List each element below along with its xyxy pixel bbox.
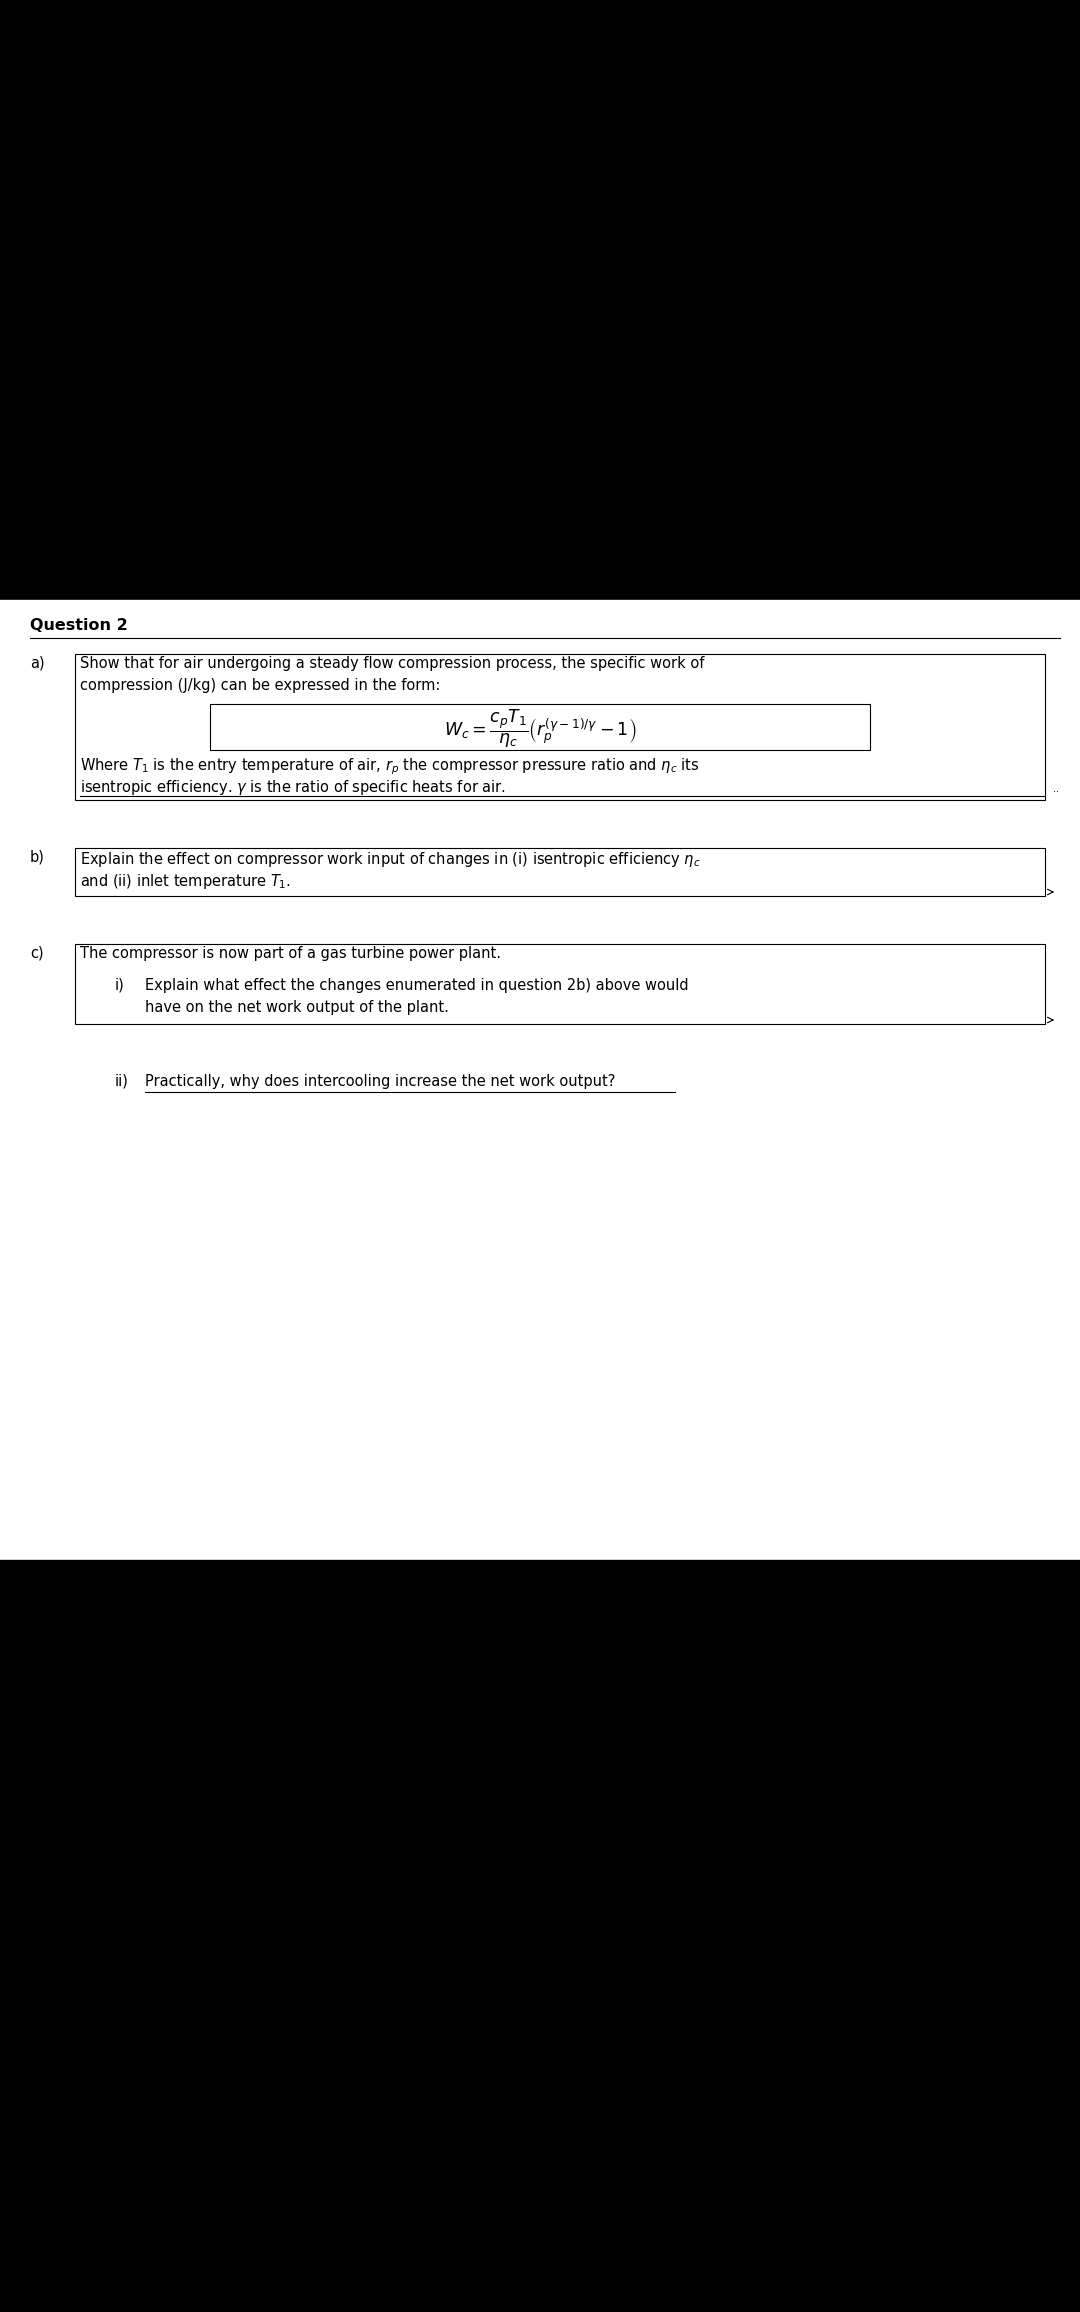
Text: Question 2: Question 2 xyxy=(30,617,127,633)
Bar xyxy=(75,943,1045,1024)
Text: The compressor is now part of a gas turbine power plant.: The compressor is now part of a gas turb… xyxy=(80,946,501,962)
Text: c): c) xyxy=(30,946,43,962)
Text: Explain the effect on compressor work input of changes in (i) isentropic efficie: Explain the effect on compressor work in… xyxy=(80,851,701,869)
Text: i): i) xyxy=(114,978,125,992)
Text: isentropic efficiency. $\gamma$ is the ratio of specific heats for air.: isentropic efficiency. $\gamma$ is the r… xyxy=(80,779,505,798)
Text: have on the net work output of the plant.: have on the net work output of the plant… xyxy=(145,1001,449,1015)
Text: ii): ii) xyxy=(114,1075,129,1089)
Text: Practically, why does intercooling increase the net work output?: Practically, why does intercooling incre… xyxy=(145,1075,616,1089)
Text: ..: .. xyxy=(1053,784,1059,793)
Text: Explain what effect the changes enumerated in question 2b) above would: Explain what effect the changes enumerat… xyxy=(145,978,689,992)
Text: Where $T_1$ is the entry temperature of air, $r_p$ the compressor pressure ratio: Where $T_1$ is the entry temperature of … xyxy=(80,756,700,777)
Bar xyxy=(75,849,1045,897)
Bar xyxy=(0,0,1080,601)
Text: Show that for air undergoing a steady flow compression process, the specific wor: Show that for air undergoing a steady fl… xyxy=(80,657,704,670)
Text: $W_c = \dfrac{c_p T_1}{\eta_c}\left(r_p^{(\gamma-1)/\gamma} - 1\right)$: $W_c = \dfrac{c_p T_1}{\eta_c}\left(r_p^… xyxy=(444,707,636,749)
Bar xyxy=(75,654,1045,800)
Bar xyxy=(210,703,870,749)
Text: compression (J/kg) can be expressed in the form:: compression (J/kg) can be expressed in t… xyxy=(80,677,441,694)
Text: and (ii) inlet temperature $T_1$.: and (ii) inlet temperature $T_1$. xyxy=(80,872,291,890)
Bar xyxy=(0,1561,1080,2312)
Text: a): a) xyxy=(30,657,44,670)
Bar xyxy=(0,601,1080,1561)
Text: b): b) xyxy=(30,851,45,865)
